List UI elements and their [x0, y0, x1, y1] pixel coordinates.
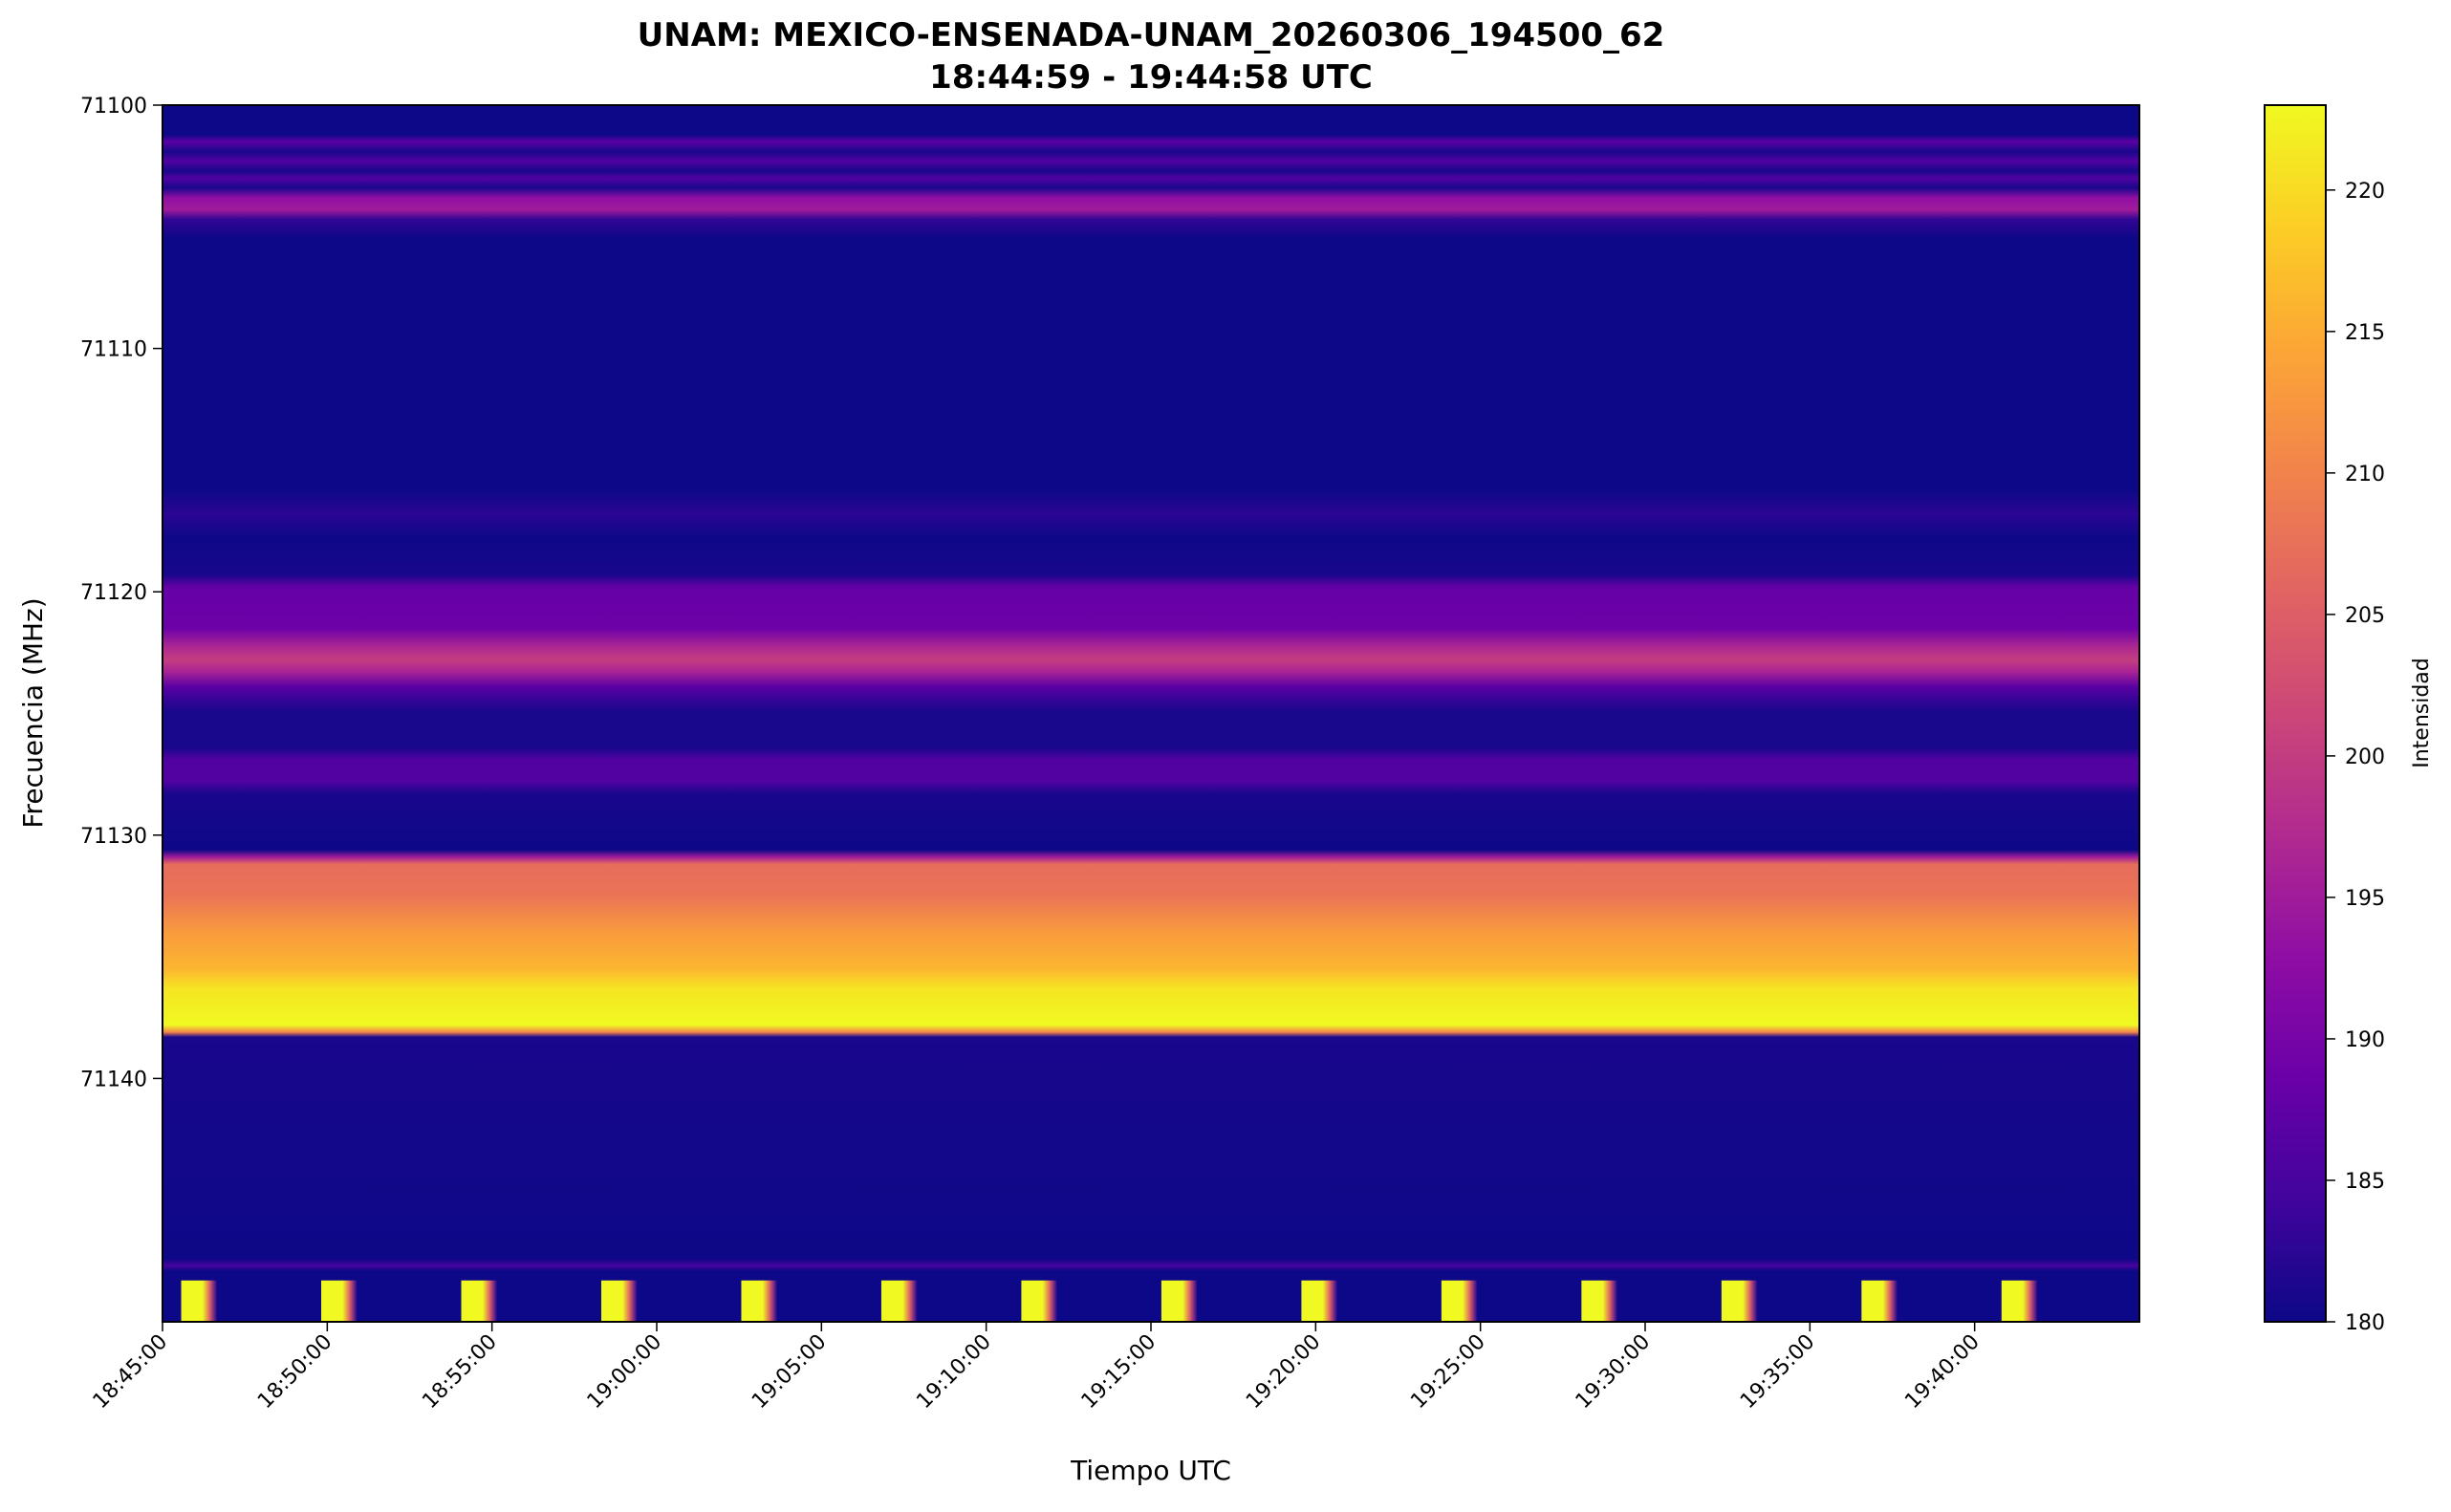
x-tick-label: 19:40:00: [1900, 1330, 1985, 1415]
signal-pulse: [1861, 1280, 1898, 1322]
colorbar-tick-label: 220: [2345, 180, 2385, 204]
colorbar-tick-label: 185: [2345, 1170, 2385, 1194]
y-tick-label: 71120: [80, 581, 147, 605]
signal-pulse: [880, 1280, 918, 1322]
y-tick-label: 71140: [80, 1068, 147, 1091]
x-tick-label: 18:45:00: [89, 1330, 173, 1415]
x-tick-label: 19:05:00: [748, 1330, 832, 1415]
chart-title: UNAM: MEXICO-ENSENADA-UNAM_20260306_1945…: [638, 16, 1665, 54]
y-tick-label: 71100: [80, 95, 147, 119]
signal-pulse: [2001, 1280, 2038, 1322]
signal-pulse: [1160, 1280, 1198, 1322]
y-axis-ticks: 71100 71110 71120 71130 71140: [80, 95, 163, 1091]
x-tick-label: 19:20:00: [1242, 1330, 1326, 1415]
signal-pulse: [600, 1280, 638, 1322]
x-tick-label: 19:30:00: [1572, 1330, 1656, 1415]
colorbar-tick-label: 210: [2345, 463, 2385, 486]
x-tick-label: 19:15:00: [1077, 1330, 1161, 1415]
x-tick-label: 18:50:00: [253, 1330, 337, 1415]
colorbar-gradient: [2264, 104, 2327, 1323]
heatmap-cells: [163, 105, 2139, 1322]
x-tick-label: 18:55:00: [418, 1330, 502, 1415]
y-tick-label: 71110: [80, 338, 147, 362]
signal-pulse: [181, 1280, 217, 1322]
x-axis-ticks: 18:45:00 18:50:00 18:55:00 19:00:00 19:05:00…: [89, 1322, 1985, 1414]
signal-pulse: [1441, 1280, 1478, 1322]
signal-pulse: [1721, 1280, 1758, 1322]
colorbar-tick-label: 195: [2345, 887, 2385, 911]
heatmap-plot: [162, 104, 2140, 1323]
x-axis-label: Tiempo UTC: [1070, 1455, 1231, 1486]
signal-pulse: [741, 1280, 777, 1322]
colorbar-tick-label: 200: [2345, 745, 2385, 769]
signal-pulse: [1021, 1280, 1057, 1322]
colorbar-tick-label: 180: [2345, 1311, 2385, 1335]
x-tick-label: 19:25:00: [1406, 1330, 1490, 1415]
x-tick-label: 19:00:00: [583, 1330, 667, 1415]
x-tick-label: 19:10:00: [912, 1330, 996, 1415]
signal-pulse: [321, 1280, 358, 1322]
colorbar-label: Intensidad: [2410, 658, 2434, 768]
colorbar-tick-label: 215: [2345, 321, 2385, 345]
signal-pulse: [1581, 1280, 1617, 1322]
colorbar: 180 185 190 195 200 205 210 215 220: [2264, 104, 2385, 1335]
chart-subtitle: 18:44:59 - 19:44:58 UTC: [929, 58, 1373, 97]
y-tick-label: 71130: [80, 825, 147, 849]
signal-pulse: [1301, 1280, 1337, 1322]
y-axis-label: Frecuencia (MHz): [17, 597, 49, 828]
colorbar-tick-label: 205: [2345, 604, 2385, 628]
x-tick-label: 19:35:00: [1736, 1330, 1820, 1415]
colorbar-tick-label: 190: [2345, 1028, 2385, 1052]
signal-pulse: [461, 1280, 497, 1322]
